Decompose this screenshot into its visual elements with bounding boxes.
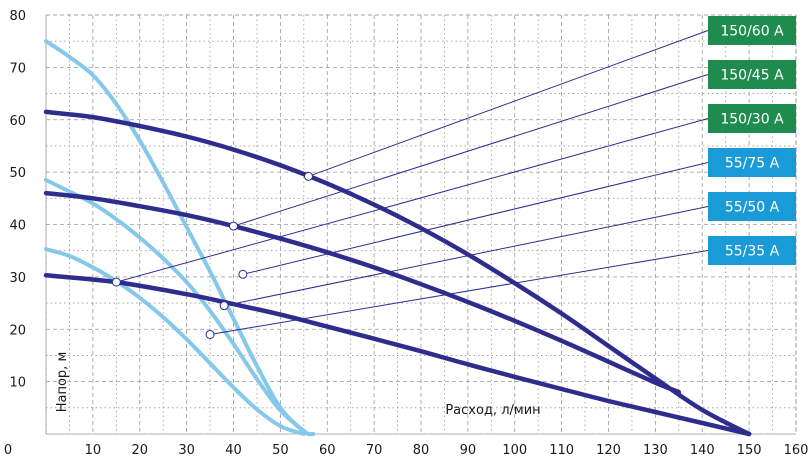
y-tick-label: 30 (9, 271, 26, 286)
y-tick-label: 50 (9, 166, 26, 181)
marker-150-30-a (111, 277, 121, 287)
x-tick-label: 40 (225, 443, 242, 458)
label-box-150-45-a (708, 60, 796, 89)
y-tick-label: 10 (9, 376, 26, 391)
x-tick-label: 120 (596, 443, 621, 458)
curve-150-45-a (43, 190, 682, 395)
plot-frame (45, 14, 797, 435)
x-tick-label: 10 (85, 443, 102, 458)
label-box-55-35-a (708, 236, 796, 265)
marker-55-35-a (205, 329, 215, 339)
y-axis-title: Напор, м (55, 352, 70, 413)
x-axis-title: Расход, л/мин (445, 403, 540, 418)
x-tick-label: 150 (737, 443, 762, 458)
y-tick-label: 70 (9, 61, 26, 76)
y-tick-labels: 10 20 30 40 50 60 70 80 (9, 9, 26, 391)
marker-55-75-a (238, 269, 248, 279)
label-150-30-a: 150/30 A (720, 112, 784, 128)
curve-150-60-a (43, 109, 752, 437)
curve-markers (111, 171, 313, 339)
y-tick-label: 80 (9, 9, 26, 24)
curve-150-30-a (43, 273, 752, 437)
leader-150-45-a (233, 74, 709, 227)
label-55-50-a: 55/50 A (725, 200, 780, 216)
x-tick-label: 90 (460, 443, 477, 458)
x-tick-label: 130 (643, 443, 668, 458)
label-box-55-50-a (708, 192, 796, 221)
x-tick-label: 0 (4, 443, 12, 458)
label-box-150-30-a (708, 104, 796, 133)
y-tick-label: 60 (9, 114, 26, 129)
leader-150-60-a (308, 30, 709, 177)
model-labels: 150/60 A 150/45 A 150/30 A 55/75 A 55/50 A 55… (708, 16, 796, 265)
x-tick-label: 20 (131, 443, 148, 458)
label-55-75-a: 55/75 A (725, 156, 780, 172)
marker-150-45-a (229, 221, 238, 231)
marker-150-60-a (304, 171, 313, 181)
x-tick-labels: 0 10 20 30 40 50 60 70 80 90 100 110 120 130 140 150 160 (4, 443, 809, 458)
marker-55-50-a (219, 301, 229, 311)
x-tick-label: 30 (178, 443, 195, 458)
grid-lines (45, 14, 797, 435)
x-tick-label: 60 (319, 443, 336, 458)
x-tick-label: 140 (690, 443, 715, 458)
leader-55-75-a (242, 162, 709, 275)
x-tick-label: 70 (366, 443, 383, 458)
leader-55-50-a (224, 206, 709, 307)
curve-55-35-a (44, 247, 306, 436)
x-tick-label: 100 (502, 443, 527, 458)
label-150-45-a: 150/45 A (720, 68, 784, 84)
leader-150-30-a (116, 118, 709, 283)
label-150-60-a: 150/60 A (720, 24, 784, 40)
leader-55-35-a (209, 250, 709, 335)
x-tick-label: 50 (272, 443, 289, 458)
y-tick-label: 20 (9, 323, 26, 338)
label-55-35-a: 55/35 A (725, 244, 780, 260)
x-tick-label: 160 (784, 443, 809, 458)
x-tick-label: 80 (413, 443, 430, 458)
label-box-150-60-a (708, 16, 796, 45)
y-tick-label: 40 (9, 219, 26, 234)
performance-curves (43, 39, 752, 437)
x-tick-label: 110 (549, 443, 574, 458)
leader-lines (116, 30, 709, 335)
label-box-55-75-a (708, 148, 796, 177)
curve-55-50-a (44, 178, 311, 436)
